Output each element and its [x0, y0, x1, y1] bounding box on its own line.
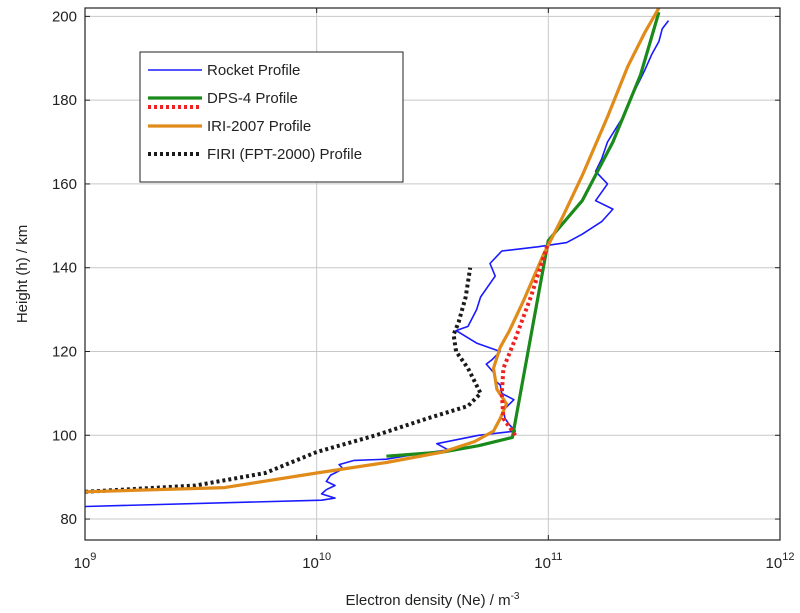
x-tick-exponent: 12 — [782, 551, 794, 563]
series-line-1 — [386, 11, 661, 458]
legend: Rocket Profile DPS-4 Profile IRI-2007 Prof… — [139, 51, 404, 183]
y-tick-label: 100 — [52, 427, 77, 444]
series-line-4 — [85, 267, 483, 494]
y-axis-label: Height (h) / km — [14, 225, 31, 323]
y-tick-label: 180 — [52, 92, 77, 109]
series-line-2 — [499, 241, 551, 437]
y-tick-label: 160 — [52, 176, 77, 193]
legend-label: DPS-4 Profile — [207, 90, 298, 107]
x-tick-base: 10 — [74, 555, 91, 572]
x-tick-exponent: 9 — [90, 551, 96, 563]
legend-label: IRI-2007 Profile — [207, 118, 311, 135]
x-tick-label: 1011 — [534, 551, 562, 572]
y-tick-label: 140 — [52, 260, 77, 277]
x-tick-label: 1010 — [302, 551, 331, 572]
series-layer — [85, 8, 670, 508]
legend-label: Rocket Profile — [207, 62, 300, 79]
y-tick-label: 120 — [52, 343, 77, 360]
x-tick-exponent: 10 — [319, 551, 331, 563]
x-tick-exponent: 11 — [551, 551, 562, 563]
x-axis-label: Electron density (Ne) / m-3 — [346, 591, 520, 609]
x-axis-label-text: Electron density (Ne) / m — [346, 592, 511, 609]
plot-frame — [84, 7, 781, 541]
x-tick-base: 10 — [302, 555, 319, 572]
y-tick-label: 80 — [60, 511, 77, 528]
x-tick-label: 1012 — [766, 551, 795, 572]
x-axis-label-exponent: -3 — [511, 591, 520, 602]
series-line-3 — [85, 8, 661, 494]
x-tick-base: 10 — [766, 555, 783, 572]
x-tick-label: 109 — [74, 551, 97, 572]
legend-box — [139, 51, 404, 183]
y-tick-label: 200 — [52, 8, 77, 25]
x-tick-base: 10 — [534, 555, 551, 572]
series-line-0 — [85, 20, 670, 508]
legend-label: FIRI (FPT-2000) Profile — [207, 146, 362, 163]
